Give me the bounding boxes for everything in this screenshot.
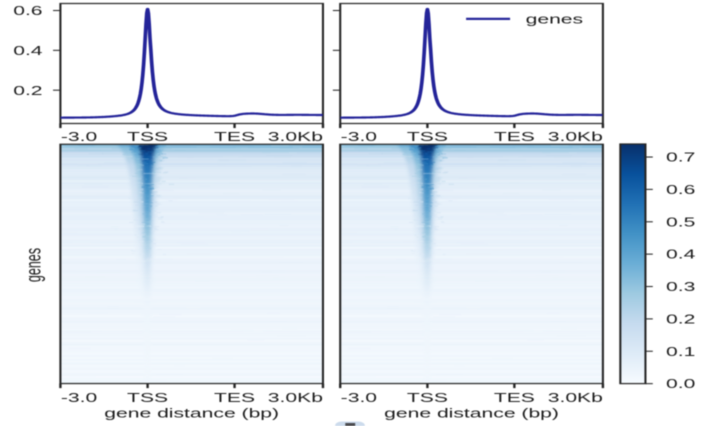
svg-text:gene distance (bp): gene distance (bp) — [104, 406, 279, 420]
svg-text:0.3: 0.3 — [666, 280, 695, 294]
svg-text:genes: genes — [21, 248, 45, 282]
svg-text:-3.0: -3.0 — [341, 390, 377, 404]
svg-text:TES: TES — [494, 390, 535, 404]
svg-text:0.0: 0.0 — [666, 377, 695, 391]
svg-text:0.6: 0.6 — [13, 4, 42, 18]
svg-text:0.7: 0.7 — [666, 150, 695, 164]
svg-text:0.6: 0.6 — [666, 182, 695, 196]
svg-text:TES: TES — [214, 390, 255, 404]
svg-text:gene distance (bp): gene distance (bp) — [384, 406, 559, 420]
svg-text:TES: TES — [494, 130, 535, 144]
svg-text:3.0Kb: 3.0Kb — [548, 130, 603, 144]
svg-text:0.4: 0.4 — [666, 247, 696, 261]
svg-text:0.2: 0.2 — [666, 312, 695, 326]
svg-text:TSS: TSS — [127, 130, 168, 144]
svg-text:0.2: 0.2 — [13, 83, 42, 97]
svg-text:0.4: 0.4 — [13, 43, 43, 57]
svg-text:genes: genes — [526, 12, 584, 26]
svg-text:-3.0: -3.0 — [61, 130, 97, 144]
svg-text:3.0Kb: 3.0Kb — [268, 130, 323, 144]
svg-text:TSS: TSS — [407, 390, 448, 404]
svg-text:TSS: TSS — [127, 390, 168, 404]
svg-text:0.5: 0.5 — [666, 215, 695, 229]
svg-text:3.0Kb: 3.0Kb — [268, 390, 323, 404]
svg-text:3.0Kb: 3.0Kb — [548, 390, 603, 404]
svg-text:TES: TES — [214, 130, 255, 144]
svg-text:-3.0: -3.0 — [341, 130, 377, 144]
svg-text:0.1: 0.1 — [666, 344, 695, 358]
svg-text:TSS: TSS — [407, 130, 448, 144]
svg-text:-3.0: -3.0 — [61, 390, 97, 404]
